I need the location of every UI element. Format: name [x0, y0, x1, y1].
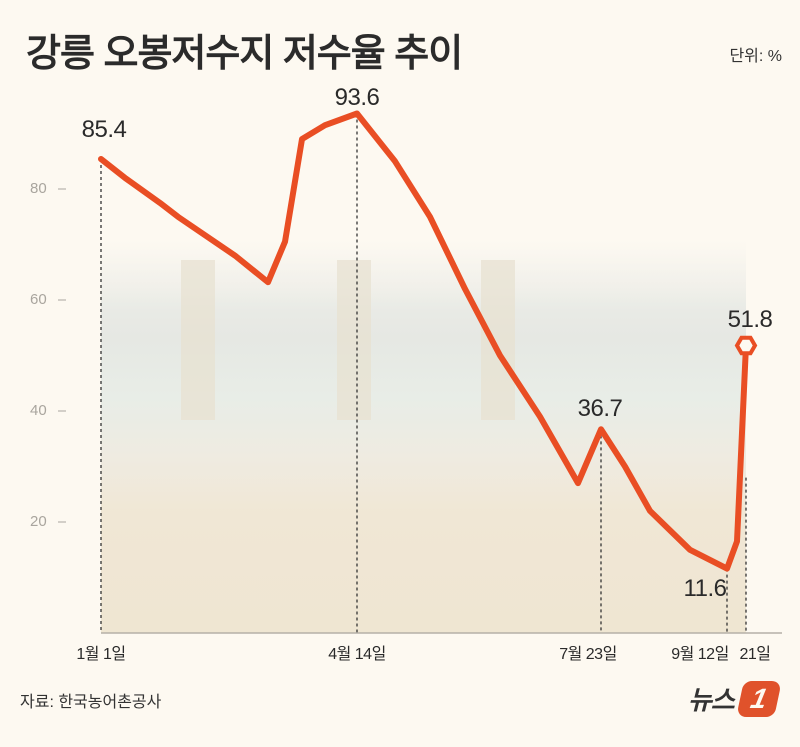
- data-label-latest: 51.8: [727, 306, 773, 333]
- x-label-jan1: 1월 1일: [76, 646, 126, 663]
- x-label-21: 21일: [739, 646, 771, 663]
- x-label-sep12: 9월 12일: [671, 646, 729, 663]
- y-tick-label: 20: [30, 513, 47, 530]
- dam-pillar: [481, 260, 515, 420]
- data-label-low: 11.6: [683, 575, 727, 602]
- source-note: 자료: 한국농어촌공사: [20, 694, 162, 711]
- reservoir-rate-line: [98, 110, 749, 572]
- guide-lines: [100, 113, 747, 633]
- x-label-jul23: 7월 23일: [559, 646, 617, 663]
- unit-label: 단위: %: [729, 48, 782, 65]
- y-axis: [58, 188, 66, 523]
- y-tick-label: 80: [30, 180, 47, 197]
- dam-pillar: [337, 260, 371, 420]
- y-tick-label: 40: [30, 402, 47, 419]
- dam-pillar: [181, 260, 215, 420]
- x-label-apr14: 4월 14일: [328, 646, 386, 663]
- background-photo-reservoir: [101, 240, 746, 633]
- end-point-marker-icon: [734, 335, 758, 356]
- logo-text: 뉴스: [688, 685, 735, 715]
- data-label-peak: 93.6: [334, 84, 380, 111]
- news1-logo: 뉴스 1: [688, 680, 782, 717]
- chart-title: 강릉 오봉저수지 저수율 추이: [26, 33, 463, 75]
- logo-mark-icon: 1: [736, 680, 782, 717]
- data-label-start: 85.4: [81, 116, 127, 143]
- y-tick-label: 60: [30, 291, 47, 308]
- data-label-july: 36.7: [577, 395, 623, 422]
